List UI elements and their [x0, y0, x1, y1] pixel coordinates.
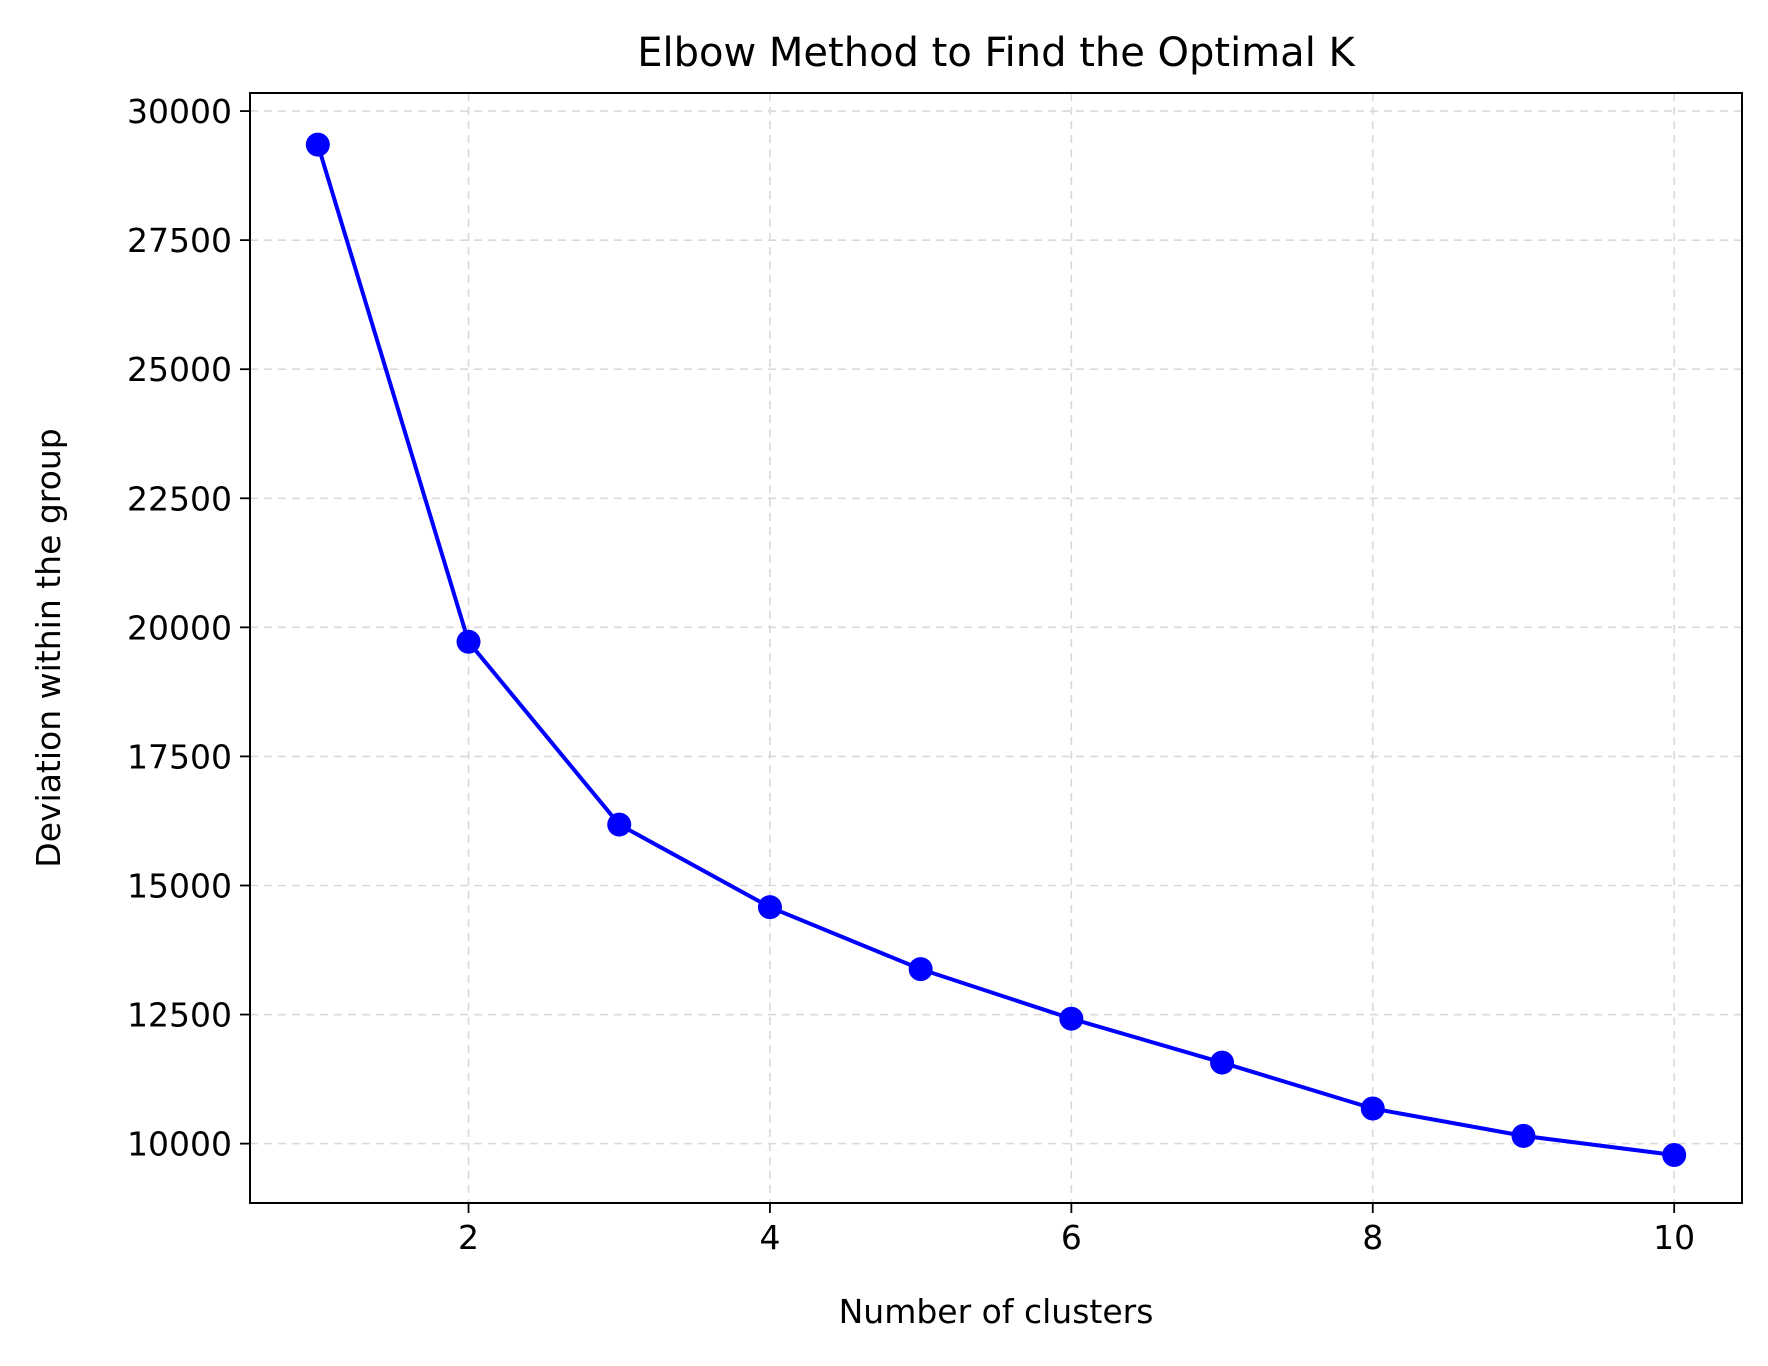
y-tick-label: 10000	[127, 1125, 232, 1164]
series-line	[315, 144, 1675, 1157]
y-axis-label: Deviation within the group	[29, 428, 68, 867]
y-tick-label: 27500	[127, 221, 232, 260]
y-tick-label: 25000	[127, 350, 232, 389]
y-tick-label: 12500	[127, 996, 232, 1035]
x-tick-label: 6	[1061, 1218, 1082, 1257]
plot-frame	[249, 92, 1743, 1204]
chart-title: Elbow Method to Find the Optimal K	[637, 30, 1356, 76]
y-tick-label: 17500	[127, 737, 232, 776]
data-point	[305, 132, 330, 157]
y-tick-label: 20000	[127, 608, 232, 647]
y-tick-label: 15000	[127, 866, 232, 905]
y-tick-label: 30000	[127, 92, 232, 131]
data-point	[456, 629, 481, 654]
data-point	[1059, 1006, 1084, 1031]
x-tick-label: 2	[458, 1218, 479, 1257]
data-point	[1662, 1142, 1687, 1167]
y-tick-label: 22500	[127, 479, 232, 518]
series-layer	[305, 132, 1687, 1167]
data-point	[757, 895, 782, 920]
data-point	[908, 957, 933, 982]
x-tick-label: 4	[759, 1218, 780, 1257]
x-axis-label: Number of clusters	[839, 1292, 1154, 1331]
grid-layer	[250, 93, 1742, 1203]
data-point	[1360, 1096, 1385, 1121]
data-point	[1511, 1123, 1536, 1148]
data-point	[1210, 1050, 1235, 1075]
x-tick-label: 10	[1653, 1218, 1695, 1257]
ticks-layer: 2 4 6 8 10 10000 12500 15000 17500 20000 22500 2500…	[127, 92, 1695, 1257]
x-tick-label: 8	[1362, 1218, 1383, 1257]
data-point	[607, 812, 632, 837]
